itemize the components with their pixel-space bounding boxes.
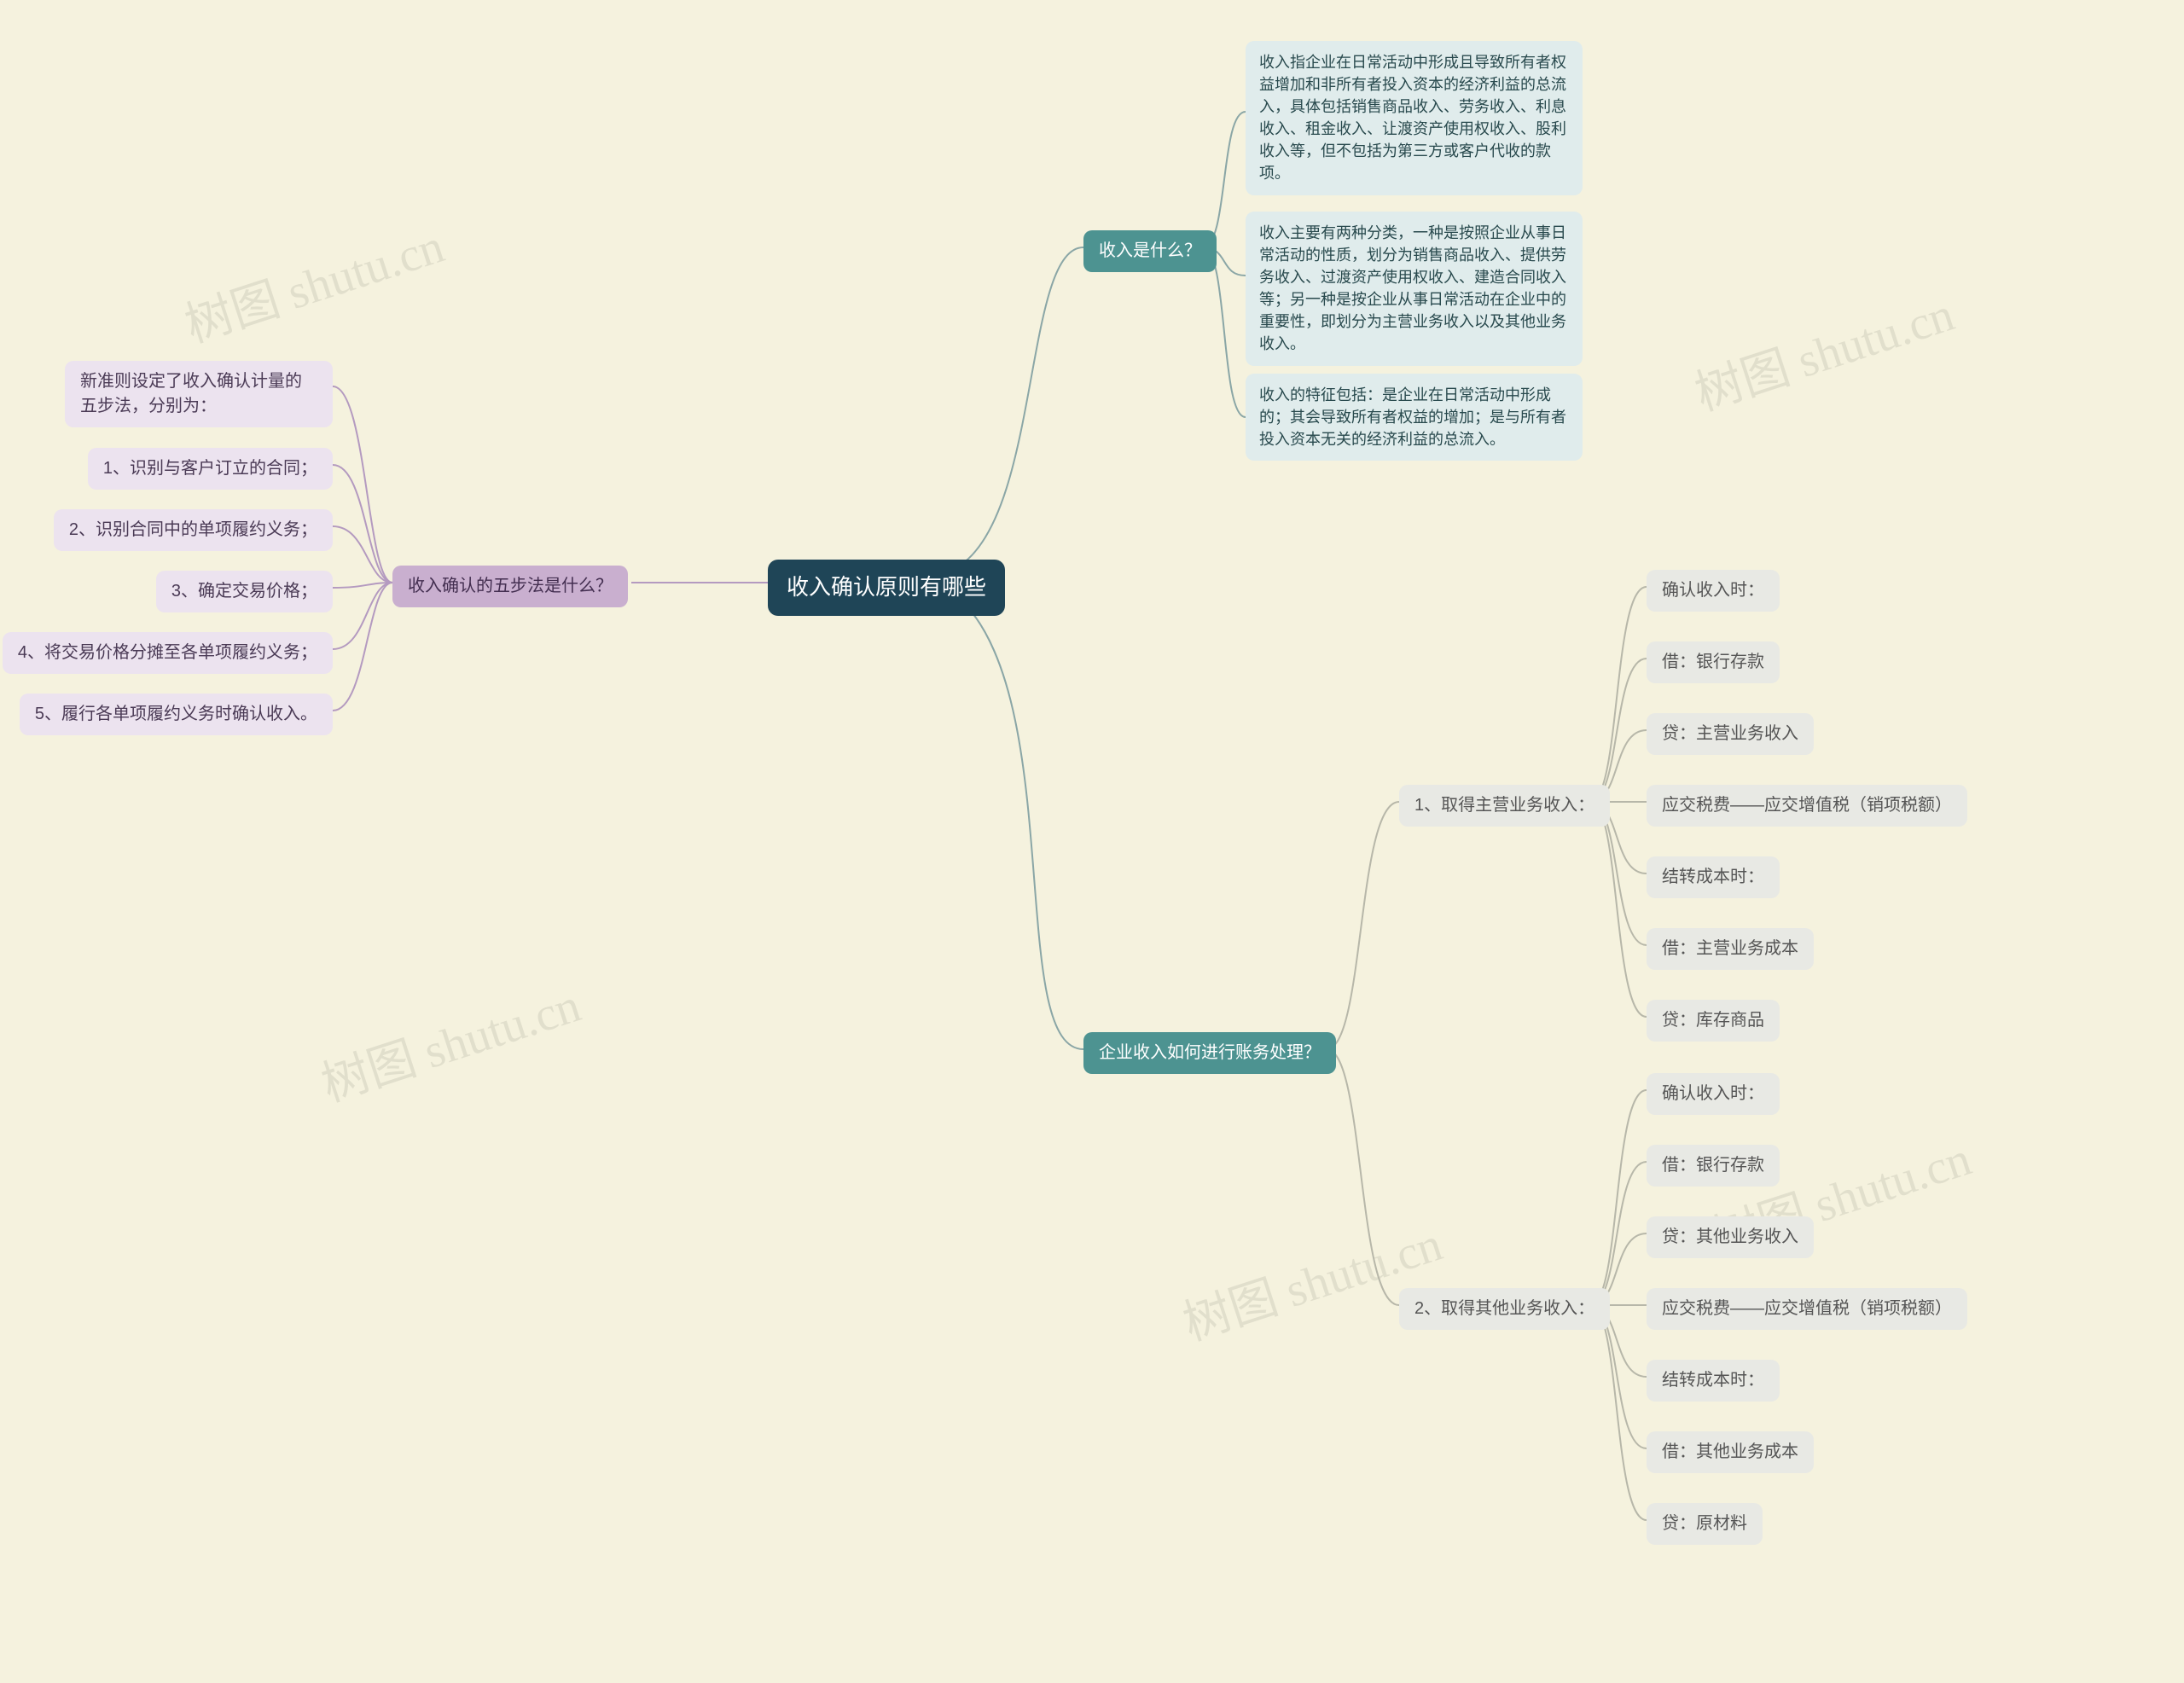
g1-item-7: 贷：库存商品 [1647,1000,1780,1042]
g1-item-1: 确认收入时： [1647,570,1780,612]
five-step-3: 3、确定交易价格； [156,571,333,612]
watermark: 树图 shutu.cn [1173,1205,1449,1354]
g1-item-3: 贷：主营业务收入 [1647,713,1814,755]
five-step-intro: 新准则设定了收入确认计量的五步法，分别为： [65,361,333,427]
g2-item-6: 借：其他业务成本 [1647,1431,1814,1473]
g2-item-4: 应交税费——应交增值税（销项税额） [1647,1288,1967,1330]
five-step-5: 5、履行各单项履约义务时确认收入。 [20,694,333,735]
branch-five-step: 收入确认的五步法是什么？ [392,566,628,607]
revenue-def-1: 收入指企业在日常活动中形成且导致所有者权益增加和非所有者投入资本的经济利益的总流… [1246,41,1583,195]
revenue-def-3: 收入的特征包括：是企业在日常活动中形成的；其会导致所有者权益的增加；是与所有者投… [1246,374,1583,461]
g1-item-4: 应交税费——应交增值税（销项税额） [1647,785,1967,827]
watermark: 树图 shutu.cn [175,207,451,356]
five-step-2: 2、识别合同中的单项履约义务； [54,509,333,551]
g1-item-2: 借：银行存款 [1647,641,1780,683]
g1-item-5: 结转成本时： [1647,856,1780,898]
g2-item-5: 结转成本时： [1647,1360,1780,1402]
g1-item-6: 借：主营业务成本 [1647,928,1814,970]
g2-item-7: 贷：原材料 [1647,1503,1763,1545]
watermark: 树图 shutu.cn [311,966,588,1115]
revenue-def-2: 收入主要有两种分类，一种是按照企业从事日常活动的性质，划分为销售商品收入、提供劳… [1246,212,1583,366]
group-other-revenue: 2、取得其他业务收入： [1399,1288,1610,1330]
g2-item-2: 借：银行存款 [1647,1145,1780,1187]
root-node: 收入确认原则有哪些 [768,560,1005,616]
g2-item-3: 贷：其他业务收入 [1647,1216,1814,1258]
branch-what-is-revenue: 收入是什么？ [1083,230,1217,272]
watermark: 树图 shutu.cn [1685,276,1961,424]
g2-item-1: 确认收入时： [1647,1073,1780,1115]
five-step-4: 4、将交易价格分摊至各单项履约义务； [3,632,333,674]
five-step-1: 1、识别与客户订立的合同； [88,448,333,490]
branch-accounting: 企业收入如何进行账务处理？ [1083,1032,1336,1074]
group-main-revenue: 1、取得主营业务收入： [1399,785,1610,827]
